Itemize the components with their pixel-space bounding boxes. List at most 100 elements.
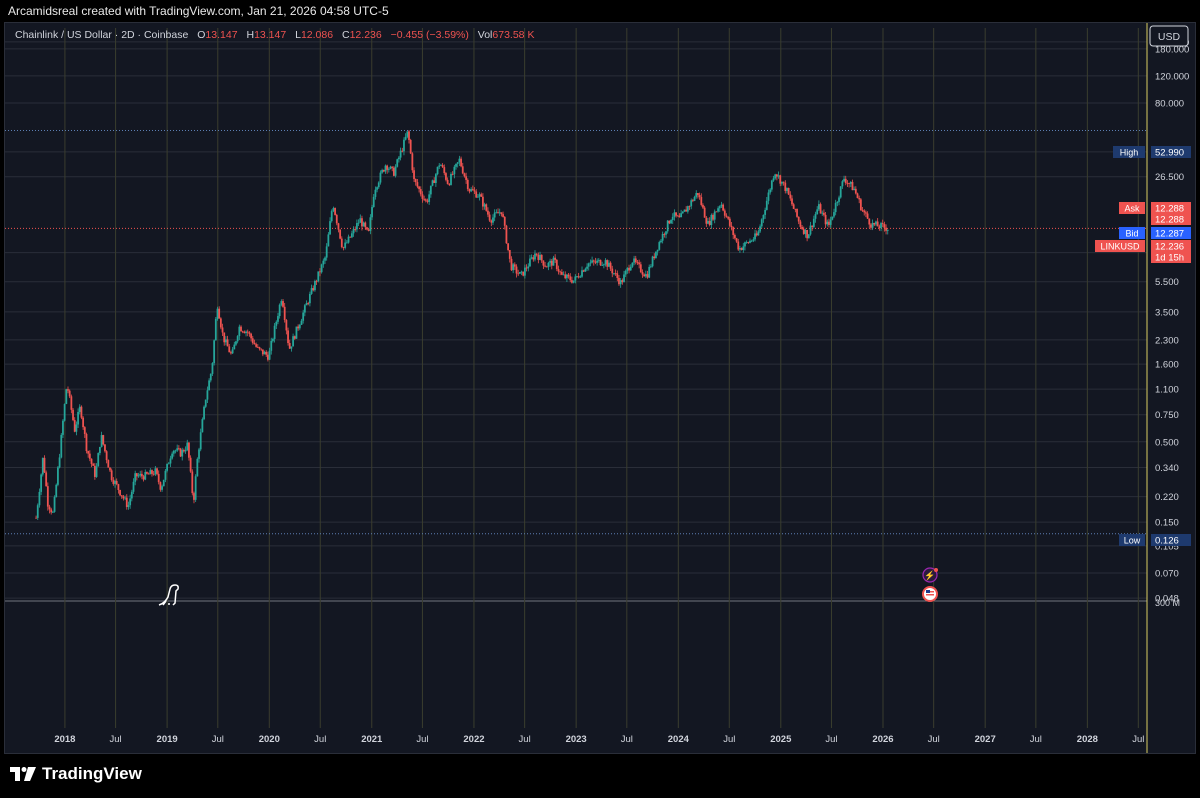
candle-body [132,481,135,492]
candle-body [703,207,706,218]
ask-tag-label: Ask [1124,204,1140,214]
tradingview-brand: TradingView [42,764,142,783]
candle-body [873,222,876,225]
candle-body [127,505,130,507]
candle-body [784,182,787,191]
candle-body [114,480,116,484]
candle-body [781,181,783,184]
x-tick-label: 2025 [770,734,792,745]
candle-body [354,229,357,230]
candle-body [693,196,696,201]
candle-body [356,223,358,230]
candle-body [147,473,150,475]
candle-body [445,173,447,180]
candle-body [219,318,222,328]
candle-body [270,340,273,351]
candle-body [97,453,100,467]
candle-body [868,218,871,225]
candle-body [661,233,664,241]
tradingview-logo[interactable]: TradingView [10,764,142,784]
candle-body [87,451,90,454]
candle-body [527,266,530,269]
candle-body [686,206,689,212]
candle-body [156,468,158,474]
candle-body [816,209,819,215]
candle-body [238,326,241,337]
candle-body [535,253,538,255]
y-tick-label: 2.300 [1155,335,1179,346]
candle-body [500,212,503,215]
candle-body [339,229,342,239]
candle-body [224,339,227,343]
candle-body [490,220,493,223]
currency-button[interactable] [1149,25,1189,47]
price-chart[interactable]: 200.000180.000120.00080.00038.50026.5008… [5,23,1195,753]
candle-body [730,225,733,228]
candle-body [628,267,630,271]
candle-body [137,475,140,477]
candle-body [151,470,153,474]
candle-body [733,234,736,239]
us-flag-event-icon[interactable] [922,586,938,602]
candle-body [495,212,498,214]
y-tick-label: 0.750 [1155,410,1179,421]
y-tick-label: 0.105 [1155,541,1179,552]
candle-body [250,333,252,339]
candle-body [428,194,431,202]
candle-body [179,448,182,457]
candle-body [245,331,247,334]
candle-body [656,249,659,252]
candle-body [579,276,582,278]
candle-body [243,331,246,334]
candle-body [861,210,864,211]
candle-body [789,194,792,199]
last-tag-label: LINKUSD [1100,242,1140,252]
candle-body [722,204,725,211]
candle-body [386,165,389,170]
candle-body [875,221,877,225]
candle-body [587,263,590,267]
candle-body [515,266,518,274]
candle-body [695,193,698,197]
x-tick-label: 2024 [668,734,690,745]
x-tick-label: Jul [314,734,326,745]
candle-body [347,236,350,243]
candle-body [471,189,474,191]
candle-body [327,234,330,247]
candle-body [707,221,709,224]
candle-body [567,274,570,277]
candle-body [584,268,587,272]
candle-body [433,180,436,183]
candle-body [510,258,513,271]
candle-body [65,389,68,404]
candle-body [747,242,750,244]
x-tick-label: Jul [825,734,837,745]
candle-body [223,332,226,343]
candle-body [631,262,634,267]
candle-body [399,150,402,158]
candle-body [371,207,373,218]
candle-body [844,178,847,183]
candle-body [228,346,231,353]
candle-body [564,274,567,279]
candle-body [193,493,195,500]
candle-body [555,259,558,270]
candle-body [542,260,545,266]
candle-body [735,238,738,242]
candle-body [534,253,536,260]
candle-body [391,166,394,168]
dividend-flash-icon[interactable]: ⚡ [922,567,938,583]
candle-body [201,419,204,433]
candle-body [787,188,790,195]
candle-body [196,458,199,477]
candle-body [497,212,499,214]
candle-body [633,258,635,263]
candle-body [697,193,699,196]
candle-body [152,473,155,475]
candle-body [759,226,761,232]
legend-open: 13.147 [205,29,237,41]
candle-body [853,188,856,191]
candle-body [606,260,609,267]
candle-body [465,176,468,180]
candle-body [742,246,745,250]
